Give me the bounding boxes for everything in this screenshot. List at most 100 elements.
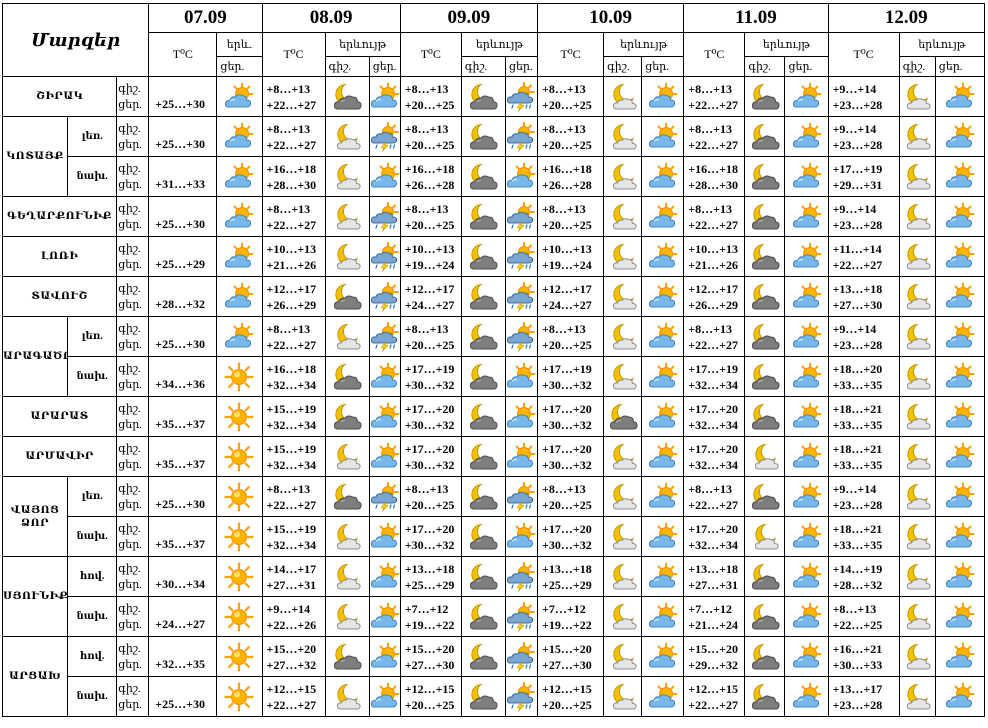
sun-cloud-rain-thunder-icon — [506, 321, 536, 352]
weather-icon-cell-day — [216, 676, 263, 717]
temperature-cell: +9…+14 +23…+28 — [827, 476, 900, 517]
temperature-cell: +17…+20 +30…+32 — [399, 516, 462, 557]
night-temperature: +15…+20 — [688, 641, 738, 656]
forecast-table: Մարզեր 07.09 08.09 09.09 10.09 11.09 12.… — [1, 3, 986, 717]
weather-icon-cell-day — [934, 556, 986, 597]
sun-cloud-rain-thunder-icon — [370, 201, 399, 232]
temperature-cell: +12…+15 +22…+27 — [261, 676, 326, 717]
temperature-cell: +15…+19 +32…+34 — [261, 516, 326, 557]
moon-cloud-icon — [900, 682, 934, 712]
day-col-header: ցեր. — [784, 56, 829, 77]
moon-dark-cloud-icon — [746, 362, 784, 392]
day-temperature: +20…+25 — [404, 137, 455, 152]
day-temperature: +20…+25 — [404, 497, 455, 512]
temperature-cell: +14…+17 +27…+31 — [261, 556, 326, 597]
temperature-cell: +8…+13 +22…+27 — [261, 476, 326, 517]
sun-behind-cloud-icon — [786, 362, 827, 392]
region-row: ԼՈՌԻ գիշ. ցեր. +25…+29 +10…+13 +21…+26 +10…+13… — [1, 236, 986, 277]
moon-cloud-icon — [326, 322, 368, 352]
weather-icon-cell-night — [324, 396, 370, 437]
day-temperature: +20…+25 — [404, 217, 455, 232]
temperature-cell: +8…+13 +22…+25 — [827, 596, 900, 637]
region-row: ՏԱՎՈՒՇ գիշ. ցեր. +28…+32 +12…+17 +26…+29 +12…+… — [1, 276, 986, 317]
moon-cloud-icon — [605, 562, 641, 592]
moon-dark-cloud-icon — [462, 442, 504, 472]
weather-icon-cell-day — [216, 316, 263, 357]
moon-dark-cloud-icon — [746, 162, 784, 192]
night-temperature: +8…+13 — [266, 321, 311, 336]
temperature-cell: +8…+13 +20…+25 — [537, 476, 605, 517]
night-temperature: +17…+20 — [404, 441, 455, 456]
moon-cloud-icon — [326, 162, 368, 192]
temperature-cell: +13…+18 +25…+29 — [399, 556, 462, 597]
day-temperature: +30…+32 — [404, 417, 455, 432]
night-day-labels: գիշ. ցեր. — [116, 436, 150, 477]
night-temperature: +15…+19 — [266, 441, 317, 456]
night-temperature: +9…+14 — [832, 481, 877, 496]
temperature-cell: +16…+21 +30…+33 — [827, 636, 900, 677]
day-col-header: ցեր. — [934, 56, 986, 77]
night-label: գիշ. — [118, 402, 141, 415]
day-temperature: +26…+28 — [542, 177, 592, 192]
night-temperature: +15…+20 — [266, 641, 317, 656]
night-temperature: +8…+13 — [542, 481, 586, 496]
weather-icon-cell-day — [368, 636, 401, 677]
moon-dark-cloud-icon — [746, 202, 784, 232]
day-label: ցեր. — [118, 178, 143, 191]
sun-behind-cloud-icon — [370, 402, 400, 432]
weather-icon-cell-night — [324, 156, 370, 197]
temperature-cell: +24…+27 — [148, 596, 218, 637]
night-temperature: +12…+17 — [404, 281, 455, 296]
night-temperature: +9…+14 — [832, 81, 877, 96]
moon-cloud-icon — [605, 122, 641, 152]
temperature-cell: +8…+13 +20…+25 — [399, 476, 462, 517]
weather-icon-cell-night — [324, 516, 370, 557]
moon-dark-cloud-icon — [462, 202, 504, 232]
day-temperature: +32…+35 — [155, 657, 205, 671]
temperature-cell: +8…+13 +20…+25 — [399, 196, 462, 237]
temperature-cell: +12…+17 +24…+27 — [537, 276, 605, 317]
moon-dark-cloud-icon — [462, 82, 504, 112]
night-label: գիշ. — [118, 562, 141, 575]
night-temperature: +17…+20 — [688, 521, 738, 536]
sun-cloud-rain-thunder-icon — [370, 241, 399, 272]
weather-icon-cell-night — [898, 156, 936, 197]
sun-behind-cloud-icon — [370, 642, 400, 672]
weather-icon-cell-day — [368, 436, 401, 477]
region-name: ԱՐԱՐԱՏ — [1, 396, 118, 437]
weather-icon-cell-day — [504, 516, 539, 557]
weather-icon-cell-day — [368, 276, 401, 317]
night-temperature: +16…+21 — [832, 641, 883, 656]
night-temperature: +17…+19 — [688, 361, 738, 376]
temperature-cell: +35…+37 — [148, 516, 218, 557]
moon-cloud-icon — [326, 442, 368, 472]
day-temperature: +30…+32 — [542, 457, 592, 472]
day-temperature: +27…+32 — [266, 657, 317, 672]
phenomenon-col-header: երևույթ — [460, 32, 539, 57]
weather-icon-cell-day — [934, 636, 986, 677]
moon-cloud-icon — [605, 202, 641, 232]
weather-icon-cell-day — [934, 356, 986, 397]
weather-icon-cell-day — [934, 76, 986, 117]
sun-behind-cloud-icon — [643, 82, 683, 112]
moon-dark-cloud-icon — [746, 122, 784, 152]
moon-dark-cloud-icon — [462, 482, 504, 512]
weather-icon-cell-day — [216, 276, 263, 317]
subregion-label: հով. — [67, 636, 118, 677]
weather-icon-cell-day — [784, 116, 829, 157]
weather-icon-cell-night — [898, 236, 936, 277]
temperature-cell: +12…+15 +22…+27 — [683, 676, 746, 717]
day-temperature: +20…+25 — [542, 137, 592, 152]
day-label: ցեր. — [118, 698, 143, 711]
region-name: ԱՐԱԳԱԾՈՏՆ — [1, 316, 69, 397]
temperature-cell: +35…+37 — [148, 436, 218, 477]
temperature-cell: +14…+19 +28…+32 — [827, 556, 900, 597]
night-label: գիշ. — [118, 322, 141, 335]
sun-behind-cloud-icon — [786, 562, 827, 592]
weather-icon-cell-night — [898, 396, 936, 437]
sun-behind-cloud-icon — [936, 602, 983, 632]
temperature-cell: +25…+30 — [148, 476, 218, 517]
weather-icon-cell-night — [603, 156, 643, 197]
day-label: ցեր. — [118, 498, 143, 511]
day-temperature: +22…+27 — [266, 697, 317, 712]
